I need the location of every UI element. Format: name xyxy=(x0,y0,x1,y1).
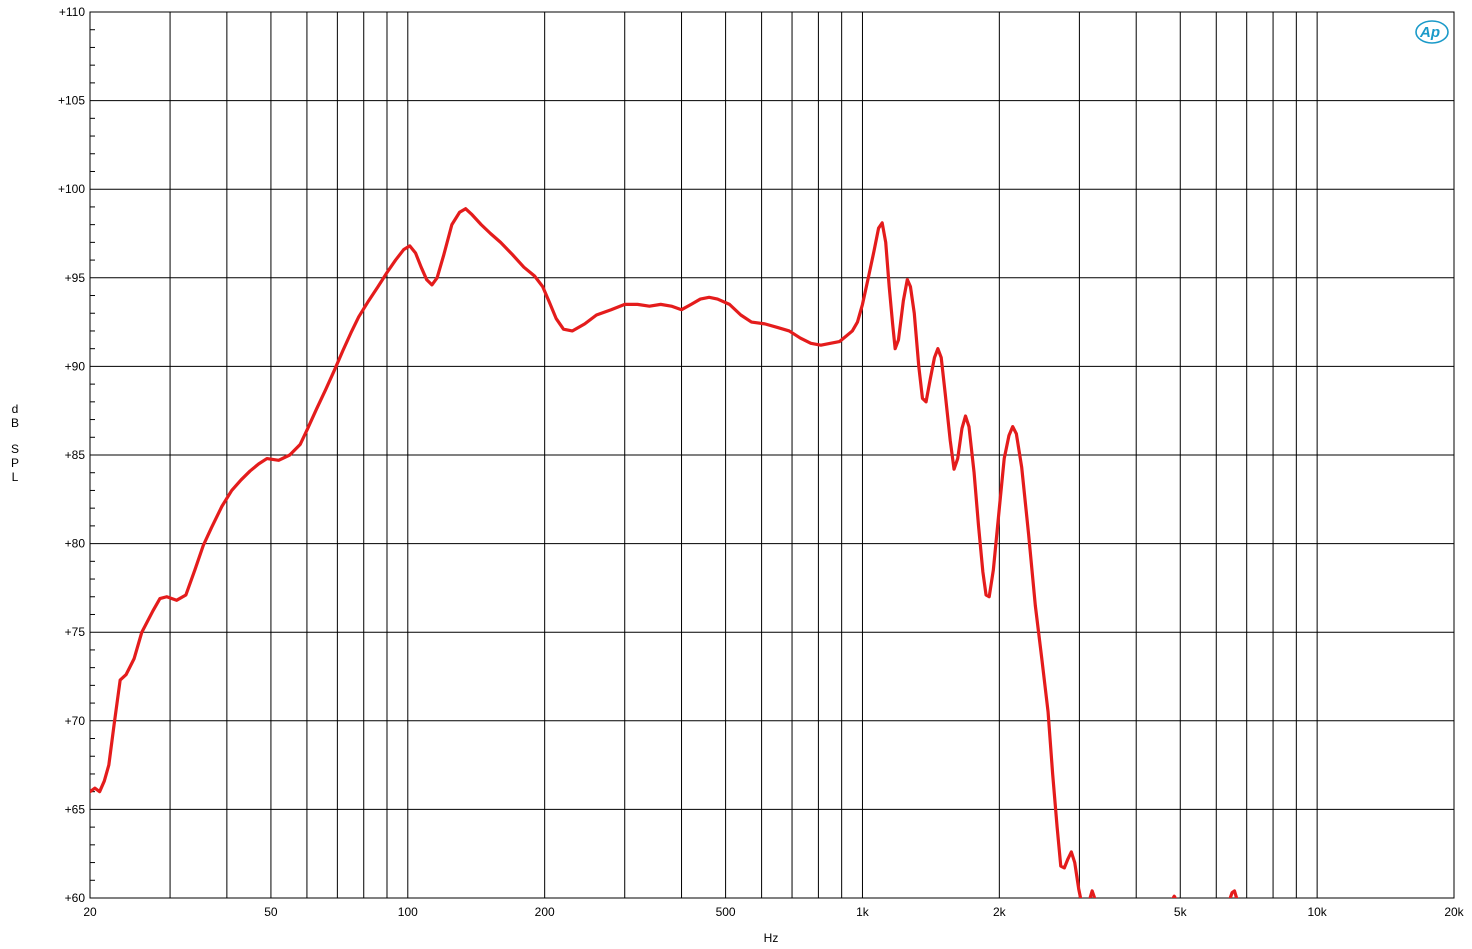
ap-logo: Ap xyxy=(1415,20,1449,44)
x-tick-label: 500 xyxy=(716,905,736,919)
x-tick-label: 1k xyxy=(856,905,870,919)
y-axis-title-char: B xyxy=(11,416,19,430)
series-line xyxy=(1088,889,1097,898)
y-tick-label: +100 xyxy=(58,182,85,196)
series-layer xyxy=(90,207,1239,898)
y-tick-label: +85 xyxy=(65,448,86,462)
y-tick-label: +105 xyxy=(58,94,85,108)
ap-logo-text: Ap xyxy=(1419,24,1440,41)
x-tick-label: 200 xyxy=(535,905,555,919)
y-axis-title-char: d xyxy=(12,402,19,416)
x-tick-label: 50 xyxy=(264,905,278,919)
series-line xyxy=(90,207,1083,898)
y-tick-label: +110 xyxy=(59,5,85,19)
y-tick-label: +60 xyxy=(65,891,86,905)
y-tick-labels: +60 +65 +70 +75 +80 +85 +90 +95 +100 +105 +110 xyxy=(58,5,85,905)
y-gridlines xyxy=(90,11,1454,899)
x-axis-label: Hz xyxy=(764,931,779,945)
x-gridlines xyxy=(89,12,1455,898)
x-tick-label: 5k xyxy=(1174,905,1188,919)
y-axis-title-char: L xyxy=(12,470,19,484)
x-tick-label: 2k xyxy=(993,905,1007,919)
ap-logo-ring xyxy=(1415,20,1449,44)
y-axis-title-char: S xyxy=(11,442,19,456)
y-tick-label: +90 xyxy=(65,359,86,373)
y-tick-label: +75 xyxy=(65,625,86,639)
x-axis-title: Hz xyxy=(764,931,779,945)
x-tick-label: 10k xyxy=(1307,905,1327,919)
plot-frame xyxy=(89,11,1455,899)
x-tick-label: 20k xyxy=(1444,905,1464,919)
y-tick-label: +65 xyxy=(65,802,86,816)
x-tick-label: 100 xyxy=(398,905,418,919)
y-axis-title-char: P xyxy=(11,456,19,470)
y-tick-label: +70 xyxy=(65,714,86,728)
y-tick-label: +95 xyxy=(65,271,86,285)
y-tick-label: +80 xyxy=(65,537,86,551)
x-tick-labels: 20 50 100 200 500 1k 2k 5k 10k 20k xyxy=(83,905,1464,919)
series-line xyxy=(1171,894,1178,898)
y-minor-ticks xyxy=(90,29,95,881)
x-tick-label: 20 xyxy=(83,905,97,919)
series-line xyxy=(1228,889,1239,898)
